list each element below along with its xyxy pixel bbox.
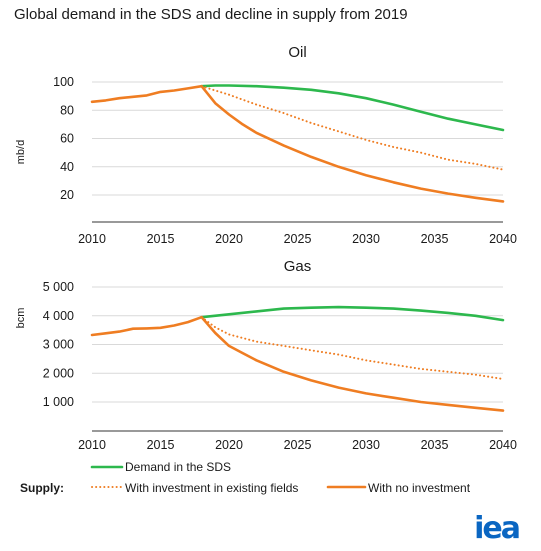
oil-y-tick-label: 100 (53, 75, 74, 89)
gas-y-tick-label: 5 000 (43, 280, 74, 294)
oil-x-tick-label: 2035 (421, 232, 449, 246)
legend-label-demand-in-the-sds: Demand in the SDS (125, 460, 231, 474)
page-title: Global demand in the SDS and decline in … (14, 6, 408, 23)
gas-y-tick-label: 2 000 (43, 366, 74, 380)
gas-x-tick-label: 2020 (215, 438, 243, 452)
oil-series-with-no-investment (200, 84, 505, 203)
oil-series-with-investment-in-existing-fields (200, 85, 504, 171)
oil-y-tick-label: 40 (60, 160, 74, 174)
gas-series-demand-in-the-sds (200, 305, 505, 322)
oil-y-tick-label: 80 (60, 103, 74, 117)
gas-y-axis-label: bcm (15, 308, 27, 329)
gas-x-tick-label: 2040 (489, 438, 517, 452)
oil-y-axis-label: mb/d (15, 140, 27, 164)
gas-x-tick-label: 2015 (147, 438, 175, 452)
gas-series-historical (90, 315, 203, 337)
gas-y-tick-label: 1 000 (43, 395, 74, 409)
gas-x-tick-label: 2035 (421, 438, 449, 452)
oil-x-tick-label: 2010 (78, 232, 106, 246)
gas-y-tick-label: 3 000 (43, 338, 74, 352)
oil-x-tick-label: 2040 (489, 232, 517, 246)
oil-x-tick-label: 2025 (284, 232, 312, 246)
gas-series-with-no-investment (200, 315, 505, 412)
oil-x-tick-label: 2020 (215, 232, 243, 246)
oil-series-demand-in-the-sds (200, 84, 505, 132)
oil-panel-title: Oil (288, 44, 306, 61)
gas-y-tick-label: 4 000 (43, 309, 74, 323)
gas-panel-title: Gas (284, 258, 312, 275)
iea-logo: iea (474, 511, 521, 546)
legend-supply-label: Supply: (20, 481, 64, 495)
oil-y-tick-label: 60 (60, 132, 74, 146)
legend-label-with-no-investment: With no investment (368, 481, 471, 495)
oil-x-tick-label: 2030 (352, 232, 380, 246)
gas-x-tick-label: 2010 (78, 438, 106, 452)
gas-x-tick-label: 2025 (284, 438, 312, 452)
oil-series-historical (90, 84, 203, 104)
oil-x-tick-label: 2015 (147, 232, 175, 246)
gas-x-tick-label: 2030 (352, 438, 380, 452)
oil-y-tick-label: 20 (60, 188, 74, 202)
legend-label-with-investment-in-existing-fields: With investment in existing fields (125, 481, 298, 495)
gas-series-with-investment-in-existing-fields (200, 316, 504, 380)
